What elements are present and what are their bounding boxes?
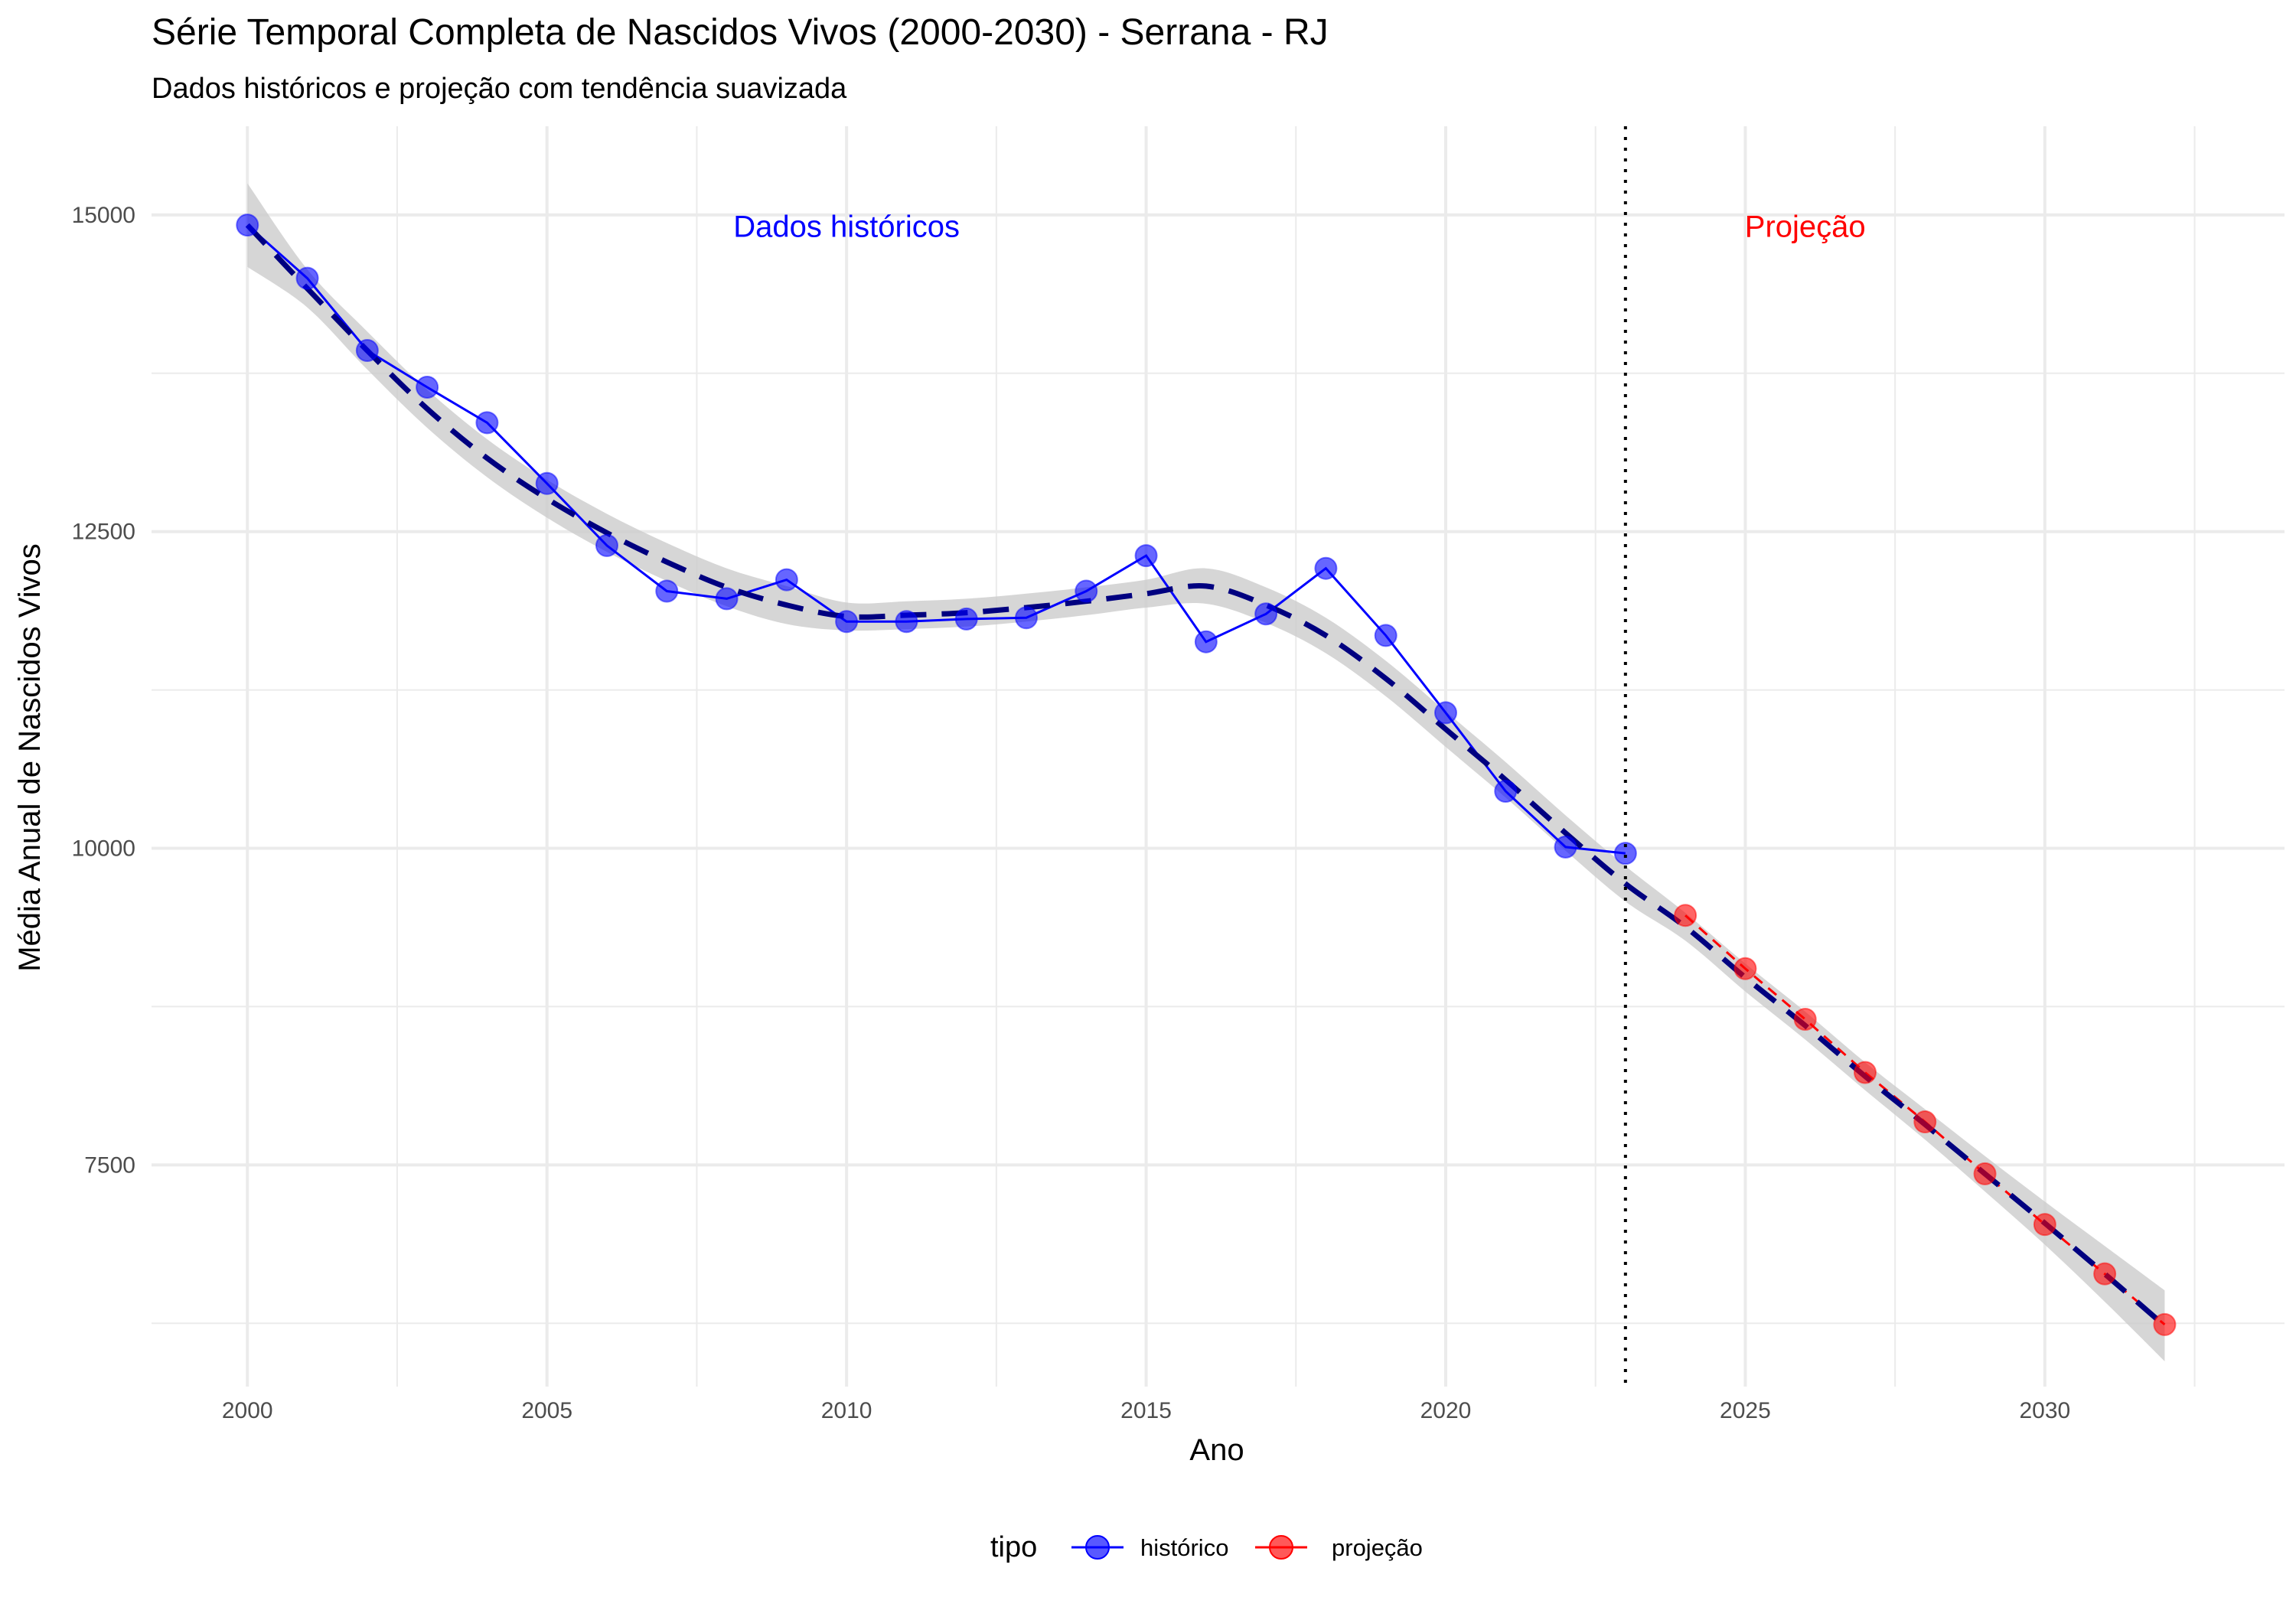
data-point-projeção [2033, 1213, 2056, 1237]
series-lines [246, 223, 2166, 1326]
y-tick-label: 7500 [84, 1152, 135, 1178]
x-axis-title: Ano [1189, 1433, 1244, 1467]
data-point-histórico [1554, 835, 1577, 859]
data-point-histórico [715, 587, 739, 611]
data-point-histórico [1374, 624, 1397, 647]
series-points [236, 214, 2177, 1336]
data-point-histórico [835, 610, 859, 634]
legend-key-point [1085, 1535, 1110, 1560]
data-point-histórico [775, 568, 798, 592]
data-point-histórico [655, 579, 679, 603]
legend-title: tipo [990, 1531, 1037, 1563]
data-point-projeção [2093, 1262, 2117, 1286]
x-tick-label: 2010 [821, 1398, 872, 1423]
annotation-label: Projeção [1745, 210, 1866, 243]
annotations: Dados históricos Projeção [733, 210, 1865, 243]
data-point-projeção [1793, 1007, 1817, 1031]
data-point-projeção [1853, 1061, 1877, 1084]
y-axis-title: Média Anual de Nascidos Vivos [13, 543, 47, 972]
legend-label: projeção [1332, 1534, 1423, 1561]
grid-minor [152, 126, 2285, 1387]
data-point-histórico [1254, 602, 1278, 626]
legend-label: histórico [1140, 1534, 1228, 1561]
x-axis-ticks: 2000 2005 2010 2015 2020 2025 2030 [222, 1398, 2070, 1423]
data-point-projeção [1913, 1110, 1937, 1134]
data-point-histórico [1134, 544, 1158, 568]
trend-line-path [245, 223, 2167, 1328]
data-point-histórico [475, 411, 499, 435]
data-point-histórico [295, 266, 319, 290]
data-point-projeção [1733, 957, 1757, 980]
series-line-histórico [246, 223, 1626, 855]
legend-key-point [1269, 1535, 1293, 1560]
legend: tipo histórico projeção [990, 1531, 1423, 1563]
x-tick-label: 2025 [1720, 1398, 1771, 1423]
y-tick-label: 12500 [72, 520, 135, 545]
data-point-histórico [1613, 842, 1637, 865]
data-point-histórico [535, 471, 559, 495]
x-tick-label: 2000 [222, 1398, 273, 1423]
data-point-histórico [1494, 780, 1518, 804]
data-point-histórico [595, 533, 618, 557]
y-tick-label: 15000 [72, 203, 135, 228]
data-point-histórico [1433, 701, 1457, 725]
chart-title: Série Temporal Completa de Nascidos Vivo… [152, 12, 1329, 53]
data-point-projeção [1973, 1162, 1997, 1185]
grid-major [152, 126, 2285, 1387]
data-point-histórico [954, 607, 978, 631]
trend-band [247, 183, 2165, 1361]
data-point-histórico [236, 214, 259, 237]
x-tick-label: 2015 [1120, 1398, 1172, 1423]
y-axis-ticks: 7500 10000 12500 15000 [72, 203, 135, 1178]
data-point-histórico [416, 375, 439, 399]
x-tick-label: 2020 [1420, 1398, 1472, 1423]
x-tick-label: 2030 [2019, 1398, 2070, 1423]
data-point-projeção [1674, 904, 1698, 927]
x-tick-label: 2005 [521, 1398, 572, 1423]
data-point-histórico [1075, 579, 1098, 603]
chart-subtitle: Dados históricos e projeção com tendênci… [152, 73, 847, 105]
data-point-histórico [1314, 556, 1338, 580]
trend-line [245, 223, 2167, 1328]
data-point-histórico [355, 338, 379, 362]
data-point-histórico [1014, 606, 1038, 630]
trend-confidence-band [247, 183, 2165, 1361]
y-tick-label: 10000 [72, 836, 135, 862]
data-point-histórico [895, 610, 918, 634]
data-point-projeção [2153, 1312, 2177, 1336]
annotation-label: Dados históricos [733, 210, 960, 243]
data-point-histórico [1194, 630, 1218, 654]
